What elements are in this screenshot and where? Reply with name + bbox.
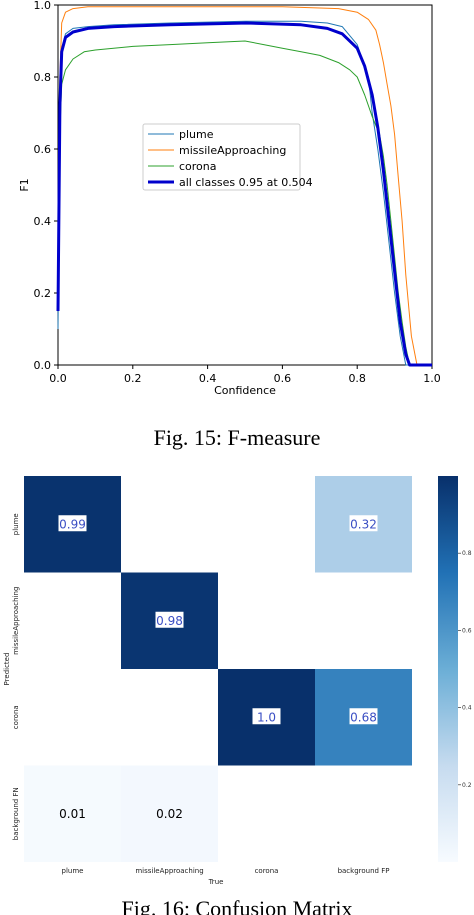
figure-15-caption: Fig. 15: F-measure (154, 425, 321, 450)
y-tick-label: 1.0 (34, 0, 52, 12)
cell-label-background (58, 515, 87, 532)
y-axis-ticks: 0.0 0.2 0.4 0.6 0.8 1.0 (34, 0, 58, 372)
series-line-missileapproaching (57, 6, 432, 366)
heatmap-y-tick-label: corona (12, 705, 20, 729)
y-tick-label: 0.8 (34, 71, 52, 84)
colorbar-tick-label: 0.4 (462, 705, 472, 712)
heatmap-cells (24, 476, 412, 862)
confusion-matrix: 0.99 0.32 0.98 1.0 0.68 0.01 0.02 plume missile… (3, 476, 472, 886)
legend-label-corona: corona (179, 160, 217, 173)
heatmap-value-label: 1.0 (257, 710, 276, 724)
y-tick-label: 0.6 (34, 143, 52, 156)
heatmap-x-tick-label: background FP (338, 867, 390, 875)
heatmap-cell-background-fn-missileapproaching (121, 765, 218, 862)
x-tick-label: 0.4 (199, 372, 217, 385)
colorbar-tick-label: 0.6 (462, 627, 472, 634)
f1-chart: 0.0 0.2 0.4 0.6 0.8 1.0 0.0 0.2 0.4 0.6 0.8 1.0 Co… (18, 0, 441, 397)
x-tick-label: 1.0 (423, 372, 441, 385)
legend: plume missileApproaching corona all clas… (142, 123, 313, 191)
x-tick-label: 0.2 (124, 372, 142, 385)
heatmap-value-labels: 0.99 0.32 0.98 1.0 0.68 0.01 0.02 (58, 515, 378, 821)
x-tick-label: 0.8 (348, 372, 366, 385)
legend-label-missileapproaching: missileApproaching (179, 144, 286, 157)
series-line-corona (57, 40, 432, 366)
cell-label-background (349, 515, 378, 532)
x-axis-ticks: 0.0 0.2 0.4 0.6 0.8 1.0 (49, 365, 441, 385)
series-lines (56, 6, 432, 367)
heatmap-cell-background-fn-plume (24, 765, 121, 862)
heatmap-value-label: 0.68 (350, 710, 377, 724)
heatmap-x-ticks: plume missileApproaching corona background … (62, 867, 390, 875)
cell-label-background (349, 708, 378, 725)
legend-label-all-classes: all classes 0.95 at 0.504 (179, 176, 313, 189)
x-axis-label: Confidence (214, 384, 276, 397)
x-tick-label: 0.6 (274, 372, 292, 385)
x-tick-label: 0.0 (49, 372, 67, 385)
heatmap-x-tick-label: corona (255, 867, 279, 875)
legend-label-plume: plume (179, 128, 214, 141)
cell-label-background (252, 708, 281, 725)
series-line-all-classes-0-95-at-0-50 (56, 21, 432, 367)
heatmap-y-tick-label: background FN (12, 787, 20, 840)
heatmap-y-ticks: plume missileApproaching corona background … (12, 513, 20, 840)
colorbar: 0.2 0.4 0.6 0.8 (438, 476, 472, 862)
legend-box (142, 123, 301, 191)
colorbar-gradient (438, 476, 458, 862)
colorbar-tick-label: 0.2 (462, 782, 472, 789)
heatmap-y-tick-label: plume (12, 513, 20, 535)
colorbar-ticks: 0.2 0.4 0.6 0.8 (458, 550, 472, 789)
heatmap-x-axis-label: True (208, 878, 224, 886)
cell-label-background (155, 611, 184, 628)
figure-16-caption: Fig. 16: Confusion Matrix (121, 896, 352, 915)
heatmap-value-label: 0.98 (156, 614, 183, 628)
heatmap-x-tick-label: plume (62, 867, 84, 875)
y-tick-label: 0.0 (34, 359, 52, 372)
series-line-plume (57, 20, 432, 366)
heatmap-y-axis-label: Predicted (3, 653, 11, 686)
heatmap-value-label: 0.01 (59, 807, 86, 821)
colorbar-tick-label: 0.8 (462, 550, 472, 557)
y-axis-label: F1 (18, 178, 31, 191)
y-tick-label: 0.4 (34, 215, 52, 228)
heatmap-y-tick-label: missileApproaching (12, 587, 20, 655)
heatmap-value-label: 0.99 (59, 517, 86, 531)
heatmap-value-label: 0.02 (156, 807, 183, 821)
heatmap-value-label: 0.32 (350, 517, 377, 531)
heatmap-x-tick-label: missileApproaching (135, 867, 203, 875)
y-tick-label: 0.2 (34, 287, 52, 300)
